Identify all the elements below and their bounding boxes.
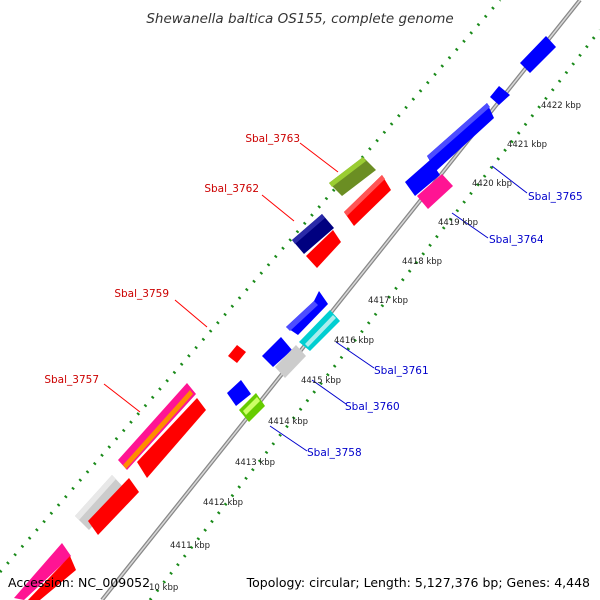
gene-label-sbal-3763[interactable]: Sbal_3763 xyxy=(245,133,300,145)
gene-reverse[interactable] xyxy=(239,393,265,422)
scale-label: 4420 kbp xyxy=(472,179,512,189)
gene-forward[interactable] xyxy=(14,543,71,600)
leader-line xyxy=(103,383,141,413)
gene-reverse[interactable] xyxy=(299,310,340,351)
scale-label: 4412 kbp xyxy=(203,498,243,508)
gene-label-sbal-3761[interactable]: Sbal_3761 xyxy=(374,365,429,377)
accession-text: Accession: NC_009052 xyxy=(8,575,151,590)
scale-label: 4416 kbp xyxy=(334,336,374,346)
gene-label-sbal-3764[interactable]: Sbal_3764 xyxy=(489,234,544,246)
gene-reverse[interactable] xyxy=(427,103,494,171)
scale-label: 10 kbp xyxy=(149,583,178,593)
gene-forward[interactable] xyxy=(286,291,328,335)
upper-tick-line xyxy=(0,0,502,573)
gene-forward[interactable] xyxy=(262,337,292,367)
map-title: Shewanella baltica OS155, complete genom… xyxy=(146,11,453,27)
gene-forward[interactable] xyxy=(227,380,251,406)
leader-line xyxy=(299,142,339,173)
gene-label-sbal-3762[interactable]: Sbal_3762 xyxy=(204,183,259,195)
genome-summary-text: Topology: circular; Length: 5,127,376 bp… xyxy=(246,575,590,590)
scale-label: 4415 kbp xyxy=(301,376,341,386)
gene-reverse[interactable] xyxy=(306,230,341,268)
gene-label-sbal-3758[interactable]: Sbal_3758 xyxy=(307,447,362,459)
gene-label-sbal-3765[interactable]: Sbal_3765 xyxy=(528,191,583,203)
scale-label: 4418 kbp xyxy=(402,257,442,267)
leader-line xyxy=(174,299,208,328)
leader-line xyxy=(261,194,295,222)
gene-reverse[interactable] xyxy=(344,175,391,226)
gene-reverse[interactable] xyxy=(520,36,556,73)
scale-label: 4419 kbp xyxy=(438,218,478,228)
gene-reverse[interactable] xyxy=(88,478,139,535)
gene-label-sbal-3759[interactable]: Sbal_3759 xyxy=(114,288,169,300)
leader-line xyxy=(491,165,528,194)
leader-line xyxy=(269,425,308,452)
gene-label-sbal-3757[interactable]: Sbal_3757 xyxy=(44,374,99,386)
gene-reverse[interactable] xyxy=(405,160,440,196)
gene-forward[interactable] xyxy=(118,383,196,470)
leader-line xyxy=(335,341,375,369)
scale-label: 4422 kbp xyxy=(541,101,581,111)
gene-reverse[interactable] xyxy=(275,345,306,378)
gene-forward[interactable] xyxy=(75,475,126,530)
gene-reverse[interactable] xyxy=(490,86,510,105)
leader-line xyxy=(311,379,347,405)
gene-forward[interactable] xyxy=(228,345,246,363)
gene-forward[interactable] xyxy=(292,214,334,254)
leader-line xyxy=(451,212,489,239)
scale-label: 4413 kbp xyxy=(235,458,275,468)
gene-label-sbal-3760[interactable]: Sbal_3760 xyxy=(345,401,400,413)
scale-label: 4411 kbp xyxy=(170,541,210,551)
gene-reverse[interactable] xyxy=(417,174,453,209)
gene-reverse[interactable] xyxy=(137,398,206,478)
scale-label: 4414 kbp xyxy=(268,417,308,427)
lower-tick-line xyxy=(148,29,600,600)
gene-reverse[interactable] xyxy=(28,556,76,600)
scale-label: 4417 kbp xyxy=(368,296,408,306)
gene-forward[interactable] xyxy=(329,157,376,196)
scale-label: 4421 kbp xyxy=(507,140,547,150)
